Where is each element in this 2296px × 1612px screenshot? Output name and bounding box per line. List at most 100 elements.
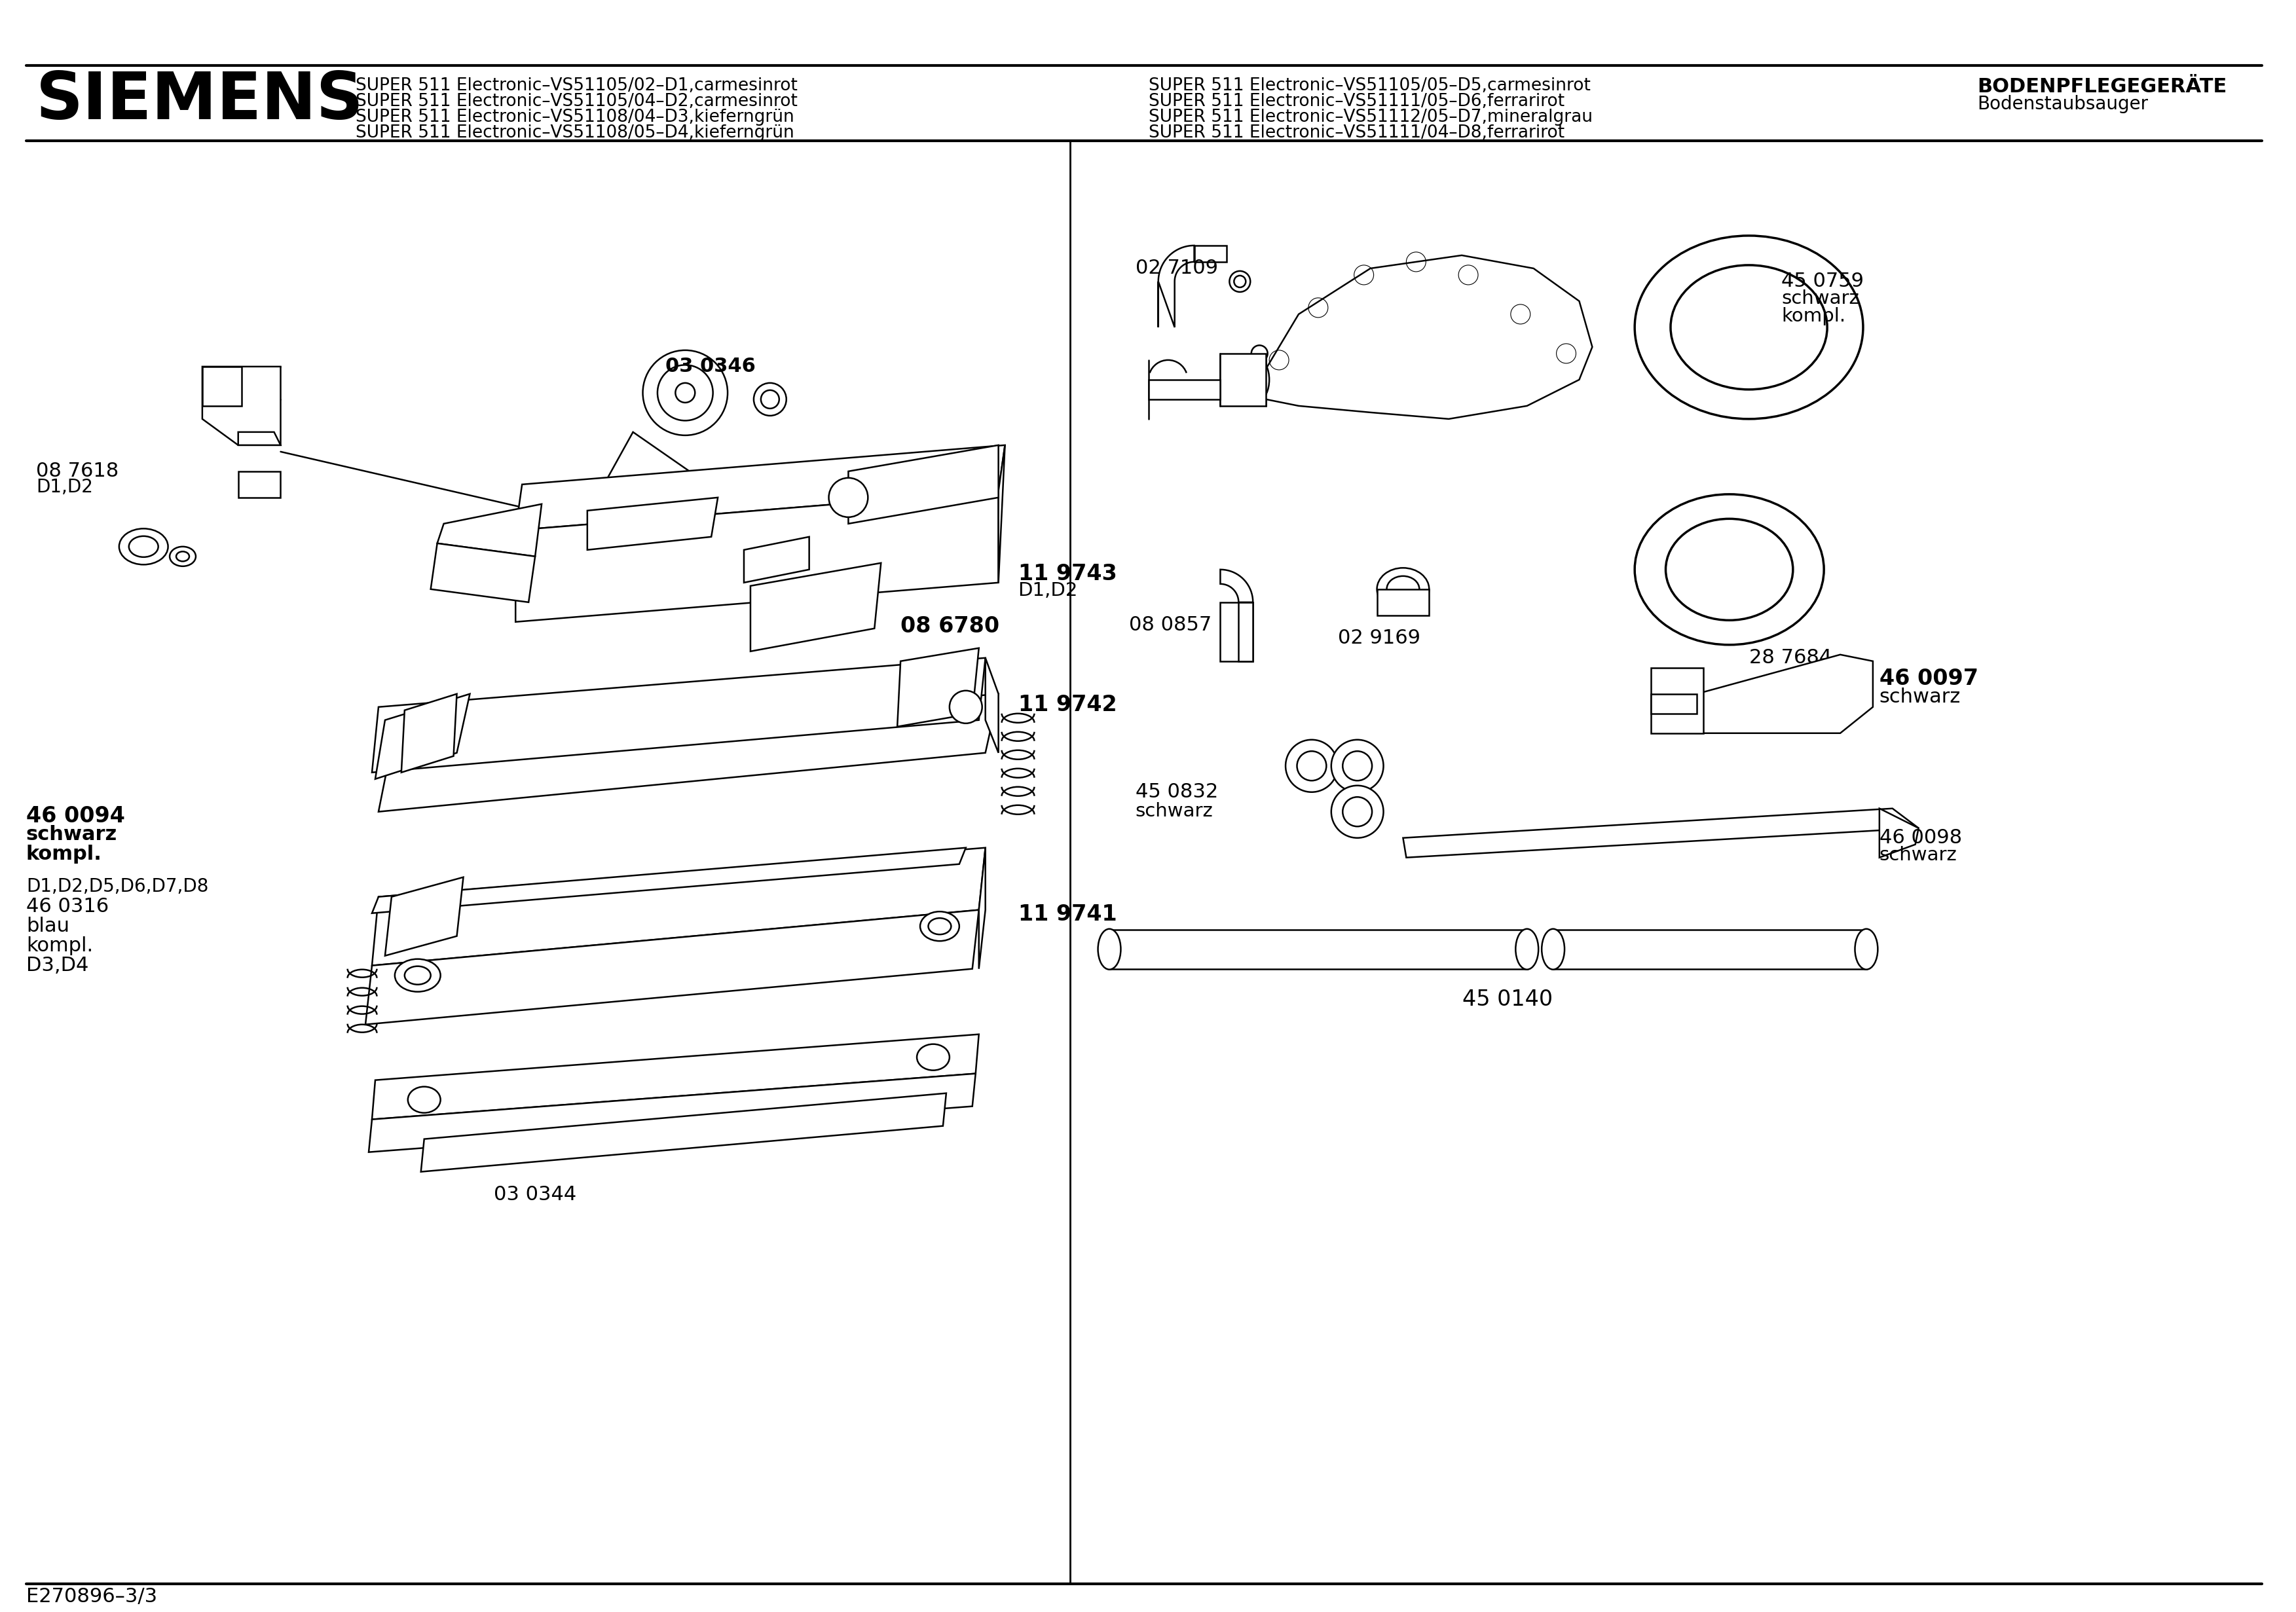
Text: 11 9742: 11 9742 (1017, 693, 1116, 716)
Text: kompl.: kompl. (25, 937, 92, 954)
Text: 45 0832: 45 0832 (1137, 782, 1219, 801)
Ellipse shape (921, 911, 960, 941)
Polygon shape (379, 693, 999, 812)
Text: SUPER 511 Electronic–VS51105/05–D5,carmesinrot: SUPER 511 Electronic–VS51105/05–D5,carme… (1148, 77, 1591, 93)
Polygon shape (1148, 380, 1219, 400)
Ellipse shape (1343, 751, 1373, 780)
Polygon shape (1651, 693, 1697, 714)
Polygon shape (1378, 588, 1428, 616)
Ellipse shape (1541, 929, 1564, 969)
Ellipse shape (1343, 796, 1373, 827)
Text: D1,D2: D1,D2 (1017, 582, 1077, 600)
Ellipse shape (951, 690, 983, 724)
Ellipse shape (1332, 740, 1384, 791)
Text: SUPER 511 Electronic–VS51111/05–D6,ferrarirot: SUPER 511 Electronic–VS51111/05–D6,ferra… (1148, 93, 1564, 110)
Ellipse shape (753, 384, 785, 416)
Text: kompl.: kompl. (1782, 306, 1846, 326)
Ellipse shape (409, 1086, 441, 1112)
Polygon shape (1403, 809, 1919, 858)
Polygon shape (202, 366, 241, 406)
Polygon shape (588, 498, 719, 550)
Text: SUPER 511 Electronic–VS51111/04–D8,ferrarirot: SUPER 511 Electronic–VS51111/04–D8,ferra… (1148, 124, 1564, 142)
Ellipse shape (1297, 751, 1327, 780)
Ellipse shape (1515, 929, 1538, 969)
Text: 46 0098: 46 0098 (1880, 829, 1963, 846)
Polygon shape (1651, 667, 1704, 733)
Text: SIEMENS: SIEMENS (37, 69, 363, 134)
Ellipse shape (129, 537, 158, 558)
Polygon shape (1219, 569, 1254, 603)
Polygon shape (420, 1093, 946, 1172)
Text: 46 0316: 46 0316 (25, 896, 108, 916)
Ellipse shape (643, 350, 728, 435)
Text: SUPER 511 Electronic–VS51108/04–D3,kieferngrün: SUPER 511 Electronic–VS51108/04–D3,kiefe… (356, 108, 794, 126)
Text: 08 7618: 08 7618 (37, 461, 119, 480)
Polygon shape (372, 658, 985, 772)
Text: SUPER 511 Electronic–VS51112/05–D7,mineralgrau: SUPER 511 Electronic–VS51112/05–D7,miner… (1148, 108, 1593, 126)
Ellipse shape (1387, 575, 1419, 603)
Text: 02 7109: 02 7109 (1137, 258, 1217, 277)
Polygon shape (978, 848, 985, 969)
Polygon shape (1238, 603, 1254, 661)
Polygon shape (202, 366, 280, 445)
Polygon shape (898, 648, 978, 727)
Text: kompl.: kompl. (25, 845, 101, 864)
Polygon shape (1880, 809, 1919, 858)
Text: SUPER 511 Electronic–VS51105/04–D2,carmesinrot: SUPER 511 Electronic–VS51105/04–D2,carme… (356, 93, 797, 110)
Text: 08 6780: 08 6780 (900, 616, 999, 637)
Text: 02 9169: 02 9169 (1339, 629, 1421, 648)
Polygon shape (372, 848, 985, 966)
Polygon shape (1109, 930, 1527, 969)
Text: 45 0140: 45 0140 (1463, 988, 1552, 1011)
Polygon shape (402, 693, 457, 772)
Polygon shape (1254, 255, 1591, 419)
Ellipse shape (1251, 345, 1267, 361)
Text: BODENPFLEGEGERÄTE: BODENPFLEGEGERÄTE (1977, 77, 2227, 97)
Polygon shape (999, 445, 1006, 582)
Text: 08 0857: 08 0857 (1130, 616, 1212, 635)
Text: schwarz: schwarz (1137, 801, 1212, 821)
Ellipse shape (1233, 276, 1247, 287)
Ellipse shape (119, 529, 168, 564)
Polygon shape (239, 471, 280, 498)
Polygon shape (1697, 654, 1874, 733)
Text: SUPER 511 Electronic–VS51105/02–D1,carmesinrot: SUPER 511 Electronic–VS51105/02–D1,carme… (356, 77, 797, 93)
Ellipse shape (657, 364, 714, 421)
Text: D3,D4: D3,D4 (25, 956, 90, 975)
Text: 28 7684: 28 7684 (1750, 648, 1832, 667)
Polygon shape (386, 877, 464, 956)
Polygon shape (432, 543, 535, 603)
Polygon shape (985, 658, 999, 753)
Polygon shape (370, 1074, 976, 1153)
Polygon shape (436, 505, 542, 556)
Ellipse shape (1286, 740, 1339, 791)
Ellipse shape (1249, 359, 1270, 400)
Polygon shape (744, 537, 808, 582)
Polygon shape (372, 848, 967, 912)
Polygon shape (847, 445, 999, 524)
Polygon shape (517, 445, 1006, 530)
Ellipse shape (675, 384, 696, 403)
Polygon shape (372, 1035, 978, 1119)
Polygon shape (1157, 245, 1194, 327)
Ellipse shape (1855, 929, 1878, 969)
Text: blau: blau (25, 917, 69, 935)
Text: E270896–3/3: E270896–3/3 (25, 1588, 156, 1607)
Polygon shape (751, 563, 882, 651)
Text: schwarz: schwarz (1782, 289, 1860, 308)
Ellipse shape (928, 919, 951, 935)
Text: 11 9743: 11 9743 (1017, 563, 1116, 585)
Text: 03 0344: 03 0344 (494, 1185, 576, 1204)
Text: 46 0097: 46 0097 (1880, 667, 1979, 690)
Text: SUPER 511 Electronic–VS51108/05–D4,kieferngrün: SUPER 511 Electronic–VS51108/05–D4,kiefe… (356, 124, 794, 142)
Ellipse shape (1097, 929, 1120, 969)
Polygon shape (599, 432, 719, 524)
Ellipse shape (404, 966, 432, 985)
Ellipse shape (177, 551, 188, 561)
Text: 45 0759: 45 0759 (1782, 272, 1864, 290)
Ellipse shape (1635, 495, 1823, 645)
Polygon shape (365, 909, 978, 1025)
Ellipse shape (916, 1045, 951, 1070)
Polygon shape (1219, 603, 1254, 661)
Text: Bodenstaubsauger: Bodenstaubsauger (1977, 95, 2149, 113)
